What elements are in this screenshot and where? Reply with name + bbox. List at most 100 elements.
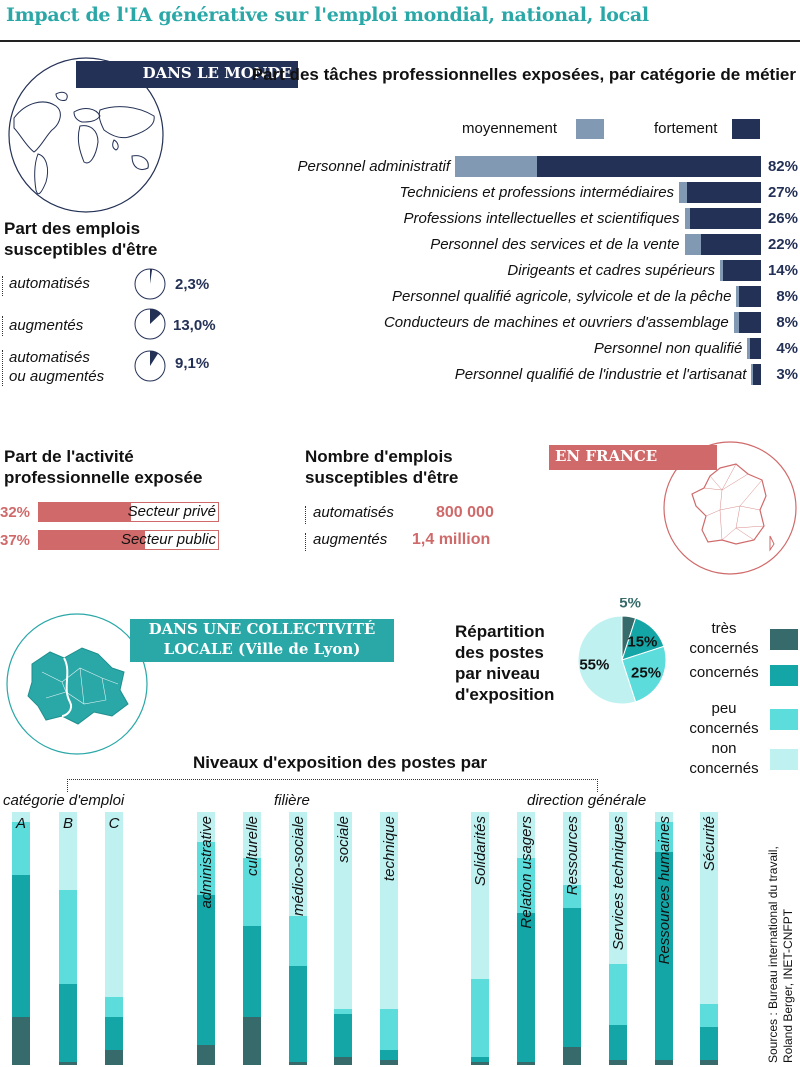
france-jobs-title-line2: susceptibles d'être [305,468,459,487]
stacked-segment [197,812,215,843]
row-marker [2,350,3,386]
stacked-segment [609,812,627,964]
stacked-segment [563,812,581,886]
tasks-bar-fortement [700,234,761,255]
legend-moyennement-label: moyennement [462,120,558,137]
tasks-category-label: Personnel qualifié agricole, sylvicole e… [392,288,732,305]
tasks-legend: moyennement fortement [462,119,762,143]
page-title: Impact de l'IA générative sur l'emploi m… [6,4,649,26]
stacked-segment [197,1044,215,1065]
stacked-segment [289,915,307,967]
stacked-segment [563,885,581,909]
tasks-bar-fortement [750,338,761,359]
tasks-bar-fortement [722,260,761,281]
world-jobs-title-line1: Part des emplois [4,219,141,238]
world-job-row: augmentés 13,0% [2,306,240,344]
tasks-category-label: Personnel administratif [297,158,451,175]
stacked-segment [105,996,123,1017]
legend-moyennement-swatch [576,119,604,139]
stacked-segment [471,1062,489,1065]
activity-title-line1: Part de l'activité [4,447,134,466]
activity-label: Secteur public [120,531,216,548]
tasks-category-label: Personnel non qualifié [593,340,743,357]
world-map-globe [8,57,164,213]
banner-world-label: DANS LE MONDE [142,64,292,82]
group-label-direction: direction générale [527,792,647,809]
tasks-value-label: 3% [776,366,798,383]
stacked-segment [334,1014,352,1058]
tasks-category-label: Conducteurs de machines et ouvriers d'as… [383,314,729,331]
legend-swatch [770,629,798,650]
tasks-bar-fortement [687,182,761,203]
stacked-segment [334,812,352,1010]
stacked-segment [197,842,215,896]
world-job-label: automatisés [9,275,90,292]
stacked-segment [609,963,627,1025]
stacked-segment [517,913,535,1063]
stacked-segment [59,890,77,985]
tasks-bar-moyennement [733,312,740,333]
bar-label: sociale [335,816,352,863]
legend-swatch [770,665,798,686]
activity-fill [38,530,146,550]
tasks-bar-fortement [537,156,761,177]
legend-fortement-label: fortement [654,120,718,137]
pie-title-line3: par niveau [455,664,541,683]
tasks-value-label: 14% [767,262,798,279]
tasks-bar-moyennement [684,208,690,229]
legend-label: très [711,620,737,637]
stacked-segment [380,812,398,1010]
stacked-segment [12,822,30,876]
pie-title-line1: Répartition [455,622,545,641]
sources-line1: Sources : Bureau international du travai… [766,846,780,1063]
bar-label: Ressources [564,816,581,896]
world-jobs-list: automatisés 2,3% augmentés 13,0% automat… [0,266,240,388]
france-jobs-title: Nombre d'emplois susceptibles d'être [305,446,458,488]
stacked-segment [334,1057,352,1065]
legend-label: concernés [689,760,759,777]
lyon-map-globe [6,613,148,755]
world-jobs-title-line2: susceptibles d'être [4,240,158,259]
banner-france: EN FRANCE [549,445,717,470]
levels-bracket [67,779,598,792]
stacked-segment [563,1047,581,1065]
world-job-value: 9,1% [175,355,210,372]
bar-label: Sécurité [701,816,718,872]
france-job-value: 1,4 million [412,531,491,548]
france-jobs-title-line1: Nombre d'emplois [305,447,453,466]
stacked-segment [59,1062,77,1065]
tasks-bar-fortement [752,364,761,385]
legend-swatch [770,709,798,730]
stacked-segment [380,1009,398,1050]
banner-france-label: EN FRANCE [555,447,658,465]
world-job-value: 13,0% [173,317,216,334]
france-jobs-list: automatisés 800 000 augmentés 1,4 millio… [305,502,525,552]
tasks-value-label: 26% [767,210,798,227]
bar-label: médico-sociale [290,816,307,917]
world-jobs-title: Part des emplois susceptibles d'être [4,218,157,260]
stacked-segment [197,895,215,1045]
france-job-value: 800 000 [436,504,494,521]
tasks-value-label: 4% [776,340,798,357]
stacked-segment [289,812,307,916]
stacked-segment [380,1059,398,1065]
tasks-bar-moyennement [747,338,751,359]
world-job-row: automatisés 2,3% [2,266,240,304]
stacked-segment [105,1016,123,1050]
stacked-segment [12,1016,30,1065]
legend-label: concernés [689,664,759,681]
world-job-label-line2: ou augmentés [9,368,105,385]
world-job-pie [134,268,166,300]
stacked-segment [655,852,673,1060]
tasks-bar-moyennement [684,234,701,255]
activity-title-line2: professionnelle exposée [4,468,203,487]
tasks-bar-moyennement [751,364,753,385]
pie-value-label: 55% [579,656,609,673]
stacked-segment [243,812,261,858]
bar-label: B [62,815,73,832]
world-job-value: 2,3% [175,276,210,293]
sources-block: Sources : Bureau international du travai… [762,812,800,1067]
tasks-bar-fortement [739,312,761,333]
tasks-chart-title: Part des tâches professionnelles exposée… [251,65,796,84]
